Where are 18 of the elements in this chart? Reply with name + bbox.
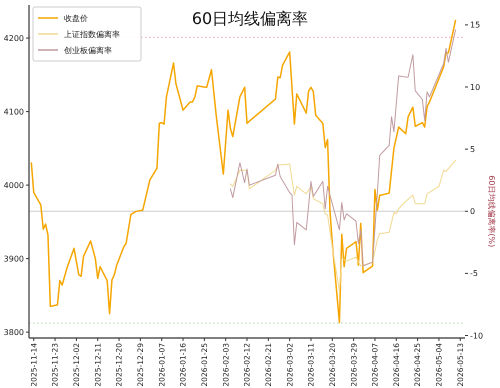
line-series <box>230 160 456 292</box>
y2-tick-label: -10 <box>470 331 484 340</box>
y2-axis-title: 60日均线偏离率(%) <box>487 175 496 248</box>
line-series <box>230 29 456 266</box>
y2-tick-label: 10 <box>470 82 480 92</box>
legend-label: 创业板偏离率 <box>64 46 112 55</box>
y-tick-label: 3800 <box>4 328 24 337</box>
y-tick-label: 3900 <box>4 254 24 264</box>
y2-tick-label: 0 <box>470 207 476 216</box>
y2-tick-label: 5 <box>470 144 476 154</box>
legend-label: 收盘价 <box>64 14 88 23</box>
y-tick-label: 4000 <box>4 180 24 190</box>
chart-title: 60日均线偏离率 <box>192 9 308 28</box>
y-tick-label: 4200 <box>4 34 24 43</box>
legend-label: 上证指数偏离率 <box>64 30 120 39</box>
y-tick-label: 4100 <box>4 107 24 116</box>
y2-tick-label: -5 <box>470 269 478 278</box>
y2-tick-label: 15 <box>470 20 480 30</box>
